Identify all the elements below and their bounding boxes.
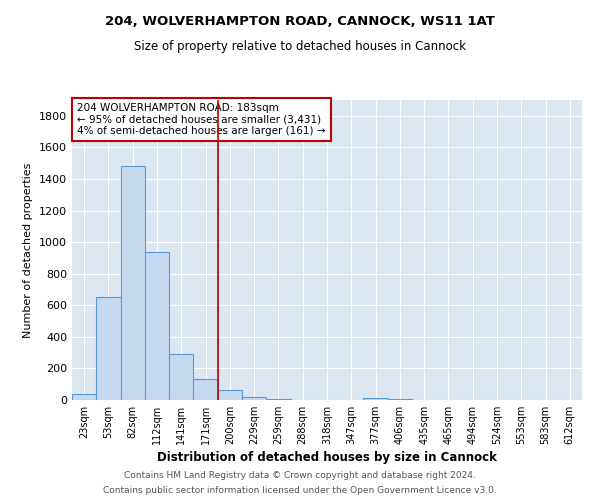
- Bar: [169, 354, 193, 400]
- Bar: [145, 252, 169, 400]
- Text: Size of property relative to detached houses in Cannock: Size of property relative to detached ho…: [134, 40, 466, 53]
- Bar: [121, 166, 145, 400]
- X-axis label: Distribution of detached houses by size in Cannock: Distribution of detached houses by size …: [157, 451, 497, 464]
- Text: 204 WOLVERHAMPTON ROAD: 183sqm
← 95% of detached houses are smaller (3,431)
4% o: 204 WOLVERHAMPTON ROAD: 183sqm ← 95% of …: [77, 103, 326, 136]
- Text: 204, WOLVERHAMPTON ROAD, CANNOCK, WS11 1AT: 204, WOLVERHAMPTON ROAD, CANNOCK, WS11 1…: [105, 15, 495, 28]
- Bar: [193, 380, 218, 400]
- Text: Contains public sector information licensed under the Open Government Licence v3: Contains public sector information licen…: [103, 486, 497, 495]
- Bar: [218, 390, 242, 400]
- Bar: [96, 298, 121, 400]
- Bar: [72, 394, 96, 400]
- Y-axis label: Number of detached properties: Number of detached properties: [23, 162, 34, 338]
- Bar: [242, 397, 266, 400]
- Text: Contains HM Land Registry data © Crown copyright and database right 2024.: Contains HM Land Registry data © Crown c…: [124, 471, 476, 480]
- Bar: [388, 399, 412, 400]
- Bar: [266, 399, 290, 400]
- Bar: [364, 398, 388, 400]
